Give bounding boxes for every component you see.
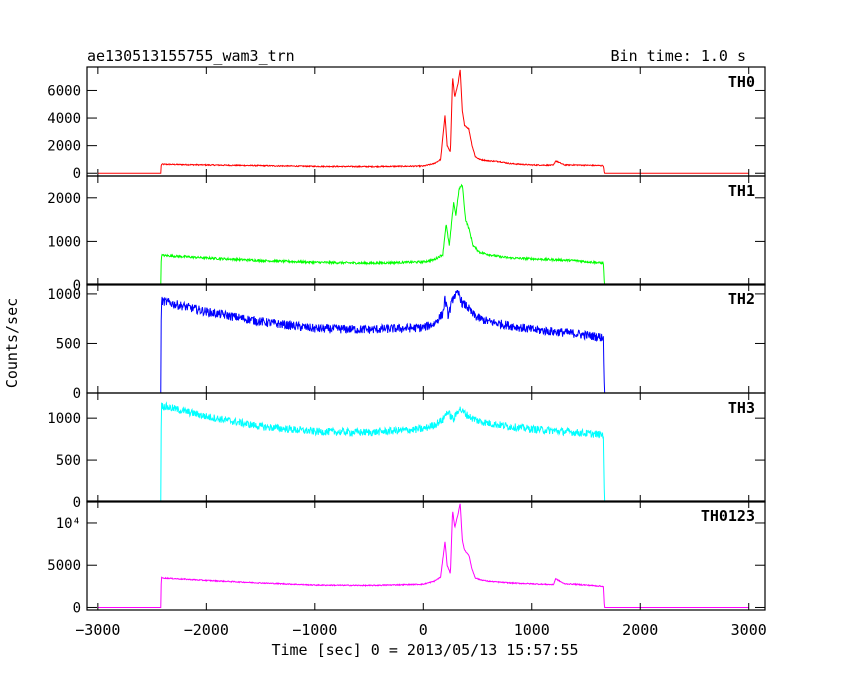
- panel-label-th0: TH0: [728, 73, 755, 91]
- series-th0123-line: [97, 503, 749, 608]
- panel-frame: [86, 500, 766, 611]
- panel-frame: [86, 392, 766, 503]
- y-tick-label: 500: [56, 336, 81, 352]
- y-tick-label: 1000: [47, 287, 81, 303]
- y-tick-label: 0: [73, 495, 81, 511]
- panel-th3: 0 500 1000 TH3: [47, 392, 766, 511]
- y-tick-label: 1000: [47, 411, 81, 427]
- panel-label-th1: TH1: [728, 182, 755, 200]
- bin-time-label: Bin time: 1.0 s: [611, 47, 746, 65]
- y-tick-label: 1000: [47, 234, 81, 250]
- y-tick-label: 5000: [47, 558, 81, 574]
- panel-label-th2: TH2: [728, 290, 755, 308]
- panel-frame: [86, 175, 766, 286]
- y-tick-label: 0: [73, 386, 81, 402]
- series-th0-line: [97, 69, 749, 174]
- x-axis: −3000 −2000 −1000 0 1000 2000 3000: [75, 621, 767, 639]
- panel-th0: 0 2000 4000 6000 TH0: [47, 66, 766, 182]
- panel-th1: 0 1000 2000 TH1: [47, 175, 766, 294]
- series-th2-line: [97, 290, 749, 393]
- y-tick-label: 2000: [47, 139, 81, 155]
- series-th3-line: [97, 401, 749, 502]
- x-tick-label: 0: [419, 621, 428, 639]
- x-tick-label: −2000: [184, 621, 229, 639]
- panel-frame: [86, 283, 766, 394]
- y-tick-label: 0: [73, 166, 81, 182]
- y-axis-label: Counts/sec: [3, 298, 21, 388]
- panel-th0123: 0 5000 10⁴ TH0123: [47, 500, 766, 616]
- y-tick-label: 500: [56, 453, 81, 469]
- panel-th2: 0 500 1000 TH2: [47, 283, 766, 402]
- x-axis-label: Time [sec] 0 = 2013/05/13 15:57:55: [271, 641, 578, 659]
- x-tick-label: 2000: [622, 621, 658, 639]
- y-tick-label: 0: [73, 600, 81, 616]
- y-tick-label: 2000: [47, 191, 81, 207]
- panel-label-th3: TH3: [728, 399, 755, 417]
- y-tick-label: 0: [73, 278, 81, 294]
- panel-label-th0123: TH0123: [701, 507, 755, 525]
- x-tick-label: −3000: [75, 621, 120, 639]
- plot-title: ae130513155755_wam3_trn: [87, 47, 295, 65]
- x-tick-label: 3000: [731, 621, 767, 639]
- y-tick-label: 4000: [47, 111, 81, 127]
- x-tick-label: 1000: [514, 621, 550, 639]
- panel-frame: [86, 66, 766, 177]
- y-tick-label: 6000: [47, 83, 81, 99]
- x-tick-label: −1000: [292, 621, 337, 639]
- y-tick-label: 10⁴: [56, 516, 81, 532]
- series-th1-line: [97, 183, 749, 285]
